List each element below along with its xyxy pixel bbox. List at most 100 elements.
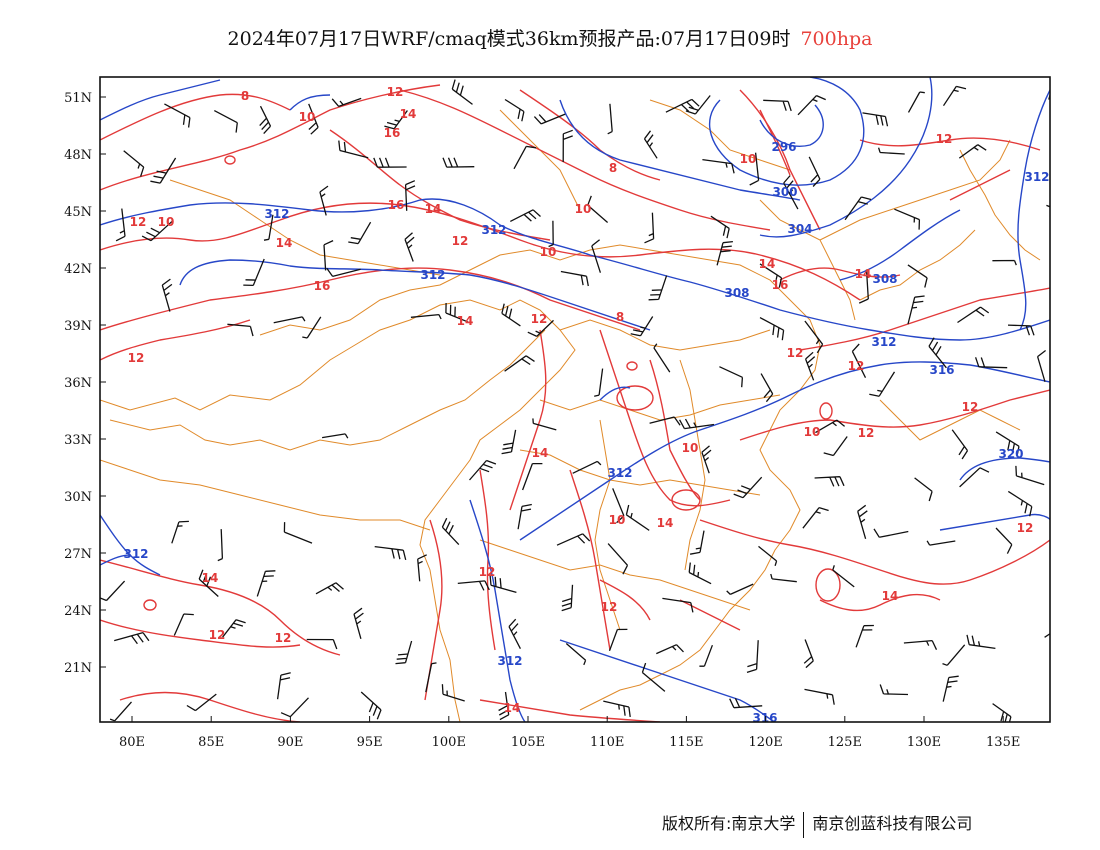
wind-barb (114, 631, 150, 645)
wind-barb (749, 152, 760, 186)
wind-barb (501, 429, 517, 455)
wind-barb (410, 313, 442, 320)
wind-barb (510, 209, 541, 222)
wind-barb (587, 195, 609, 223)
temperature-label: 14 (504, 701, 521, 715)
lon-label: 135E (986, 735, 1020, 750)
wind-barb (451, 79, 473, 105)
lat-label: 51N (64, 91, 92, 106)
wind-barb (572, 460, 602, 474)
wind-barb (802, 506, 829, 529)
temperature-label: 12 (787, 346, 804, 360)
wind-barb (914, 477, 933, 502)
wind-barb (227, 323, 254, 337)
temperature-label: 10 (575, 202, 592, 216)
copyright-company: 南京创蓝科技有限公司 (812, 814, 973, 833)
temperature-label: 10 (299, 110, 316, 124)
wind-barb (186, 693, 217, 712)
wind-barb (562, 129, 573, 163)
lat-label: 21N (64, 661, 92, 676)
wind-barb (331, 97, 362, 108)
wind-barb (844, 196, 872, 221)
wind-barb (719, 366, 744, 388)
wind-barb (665, 98, 700, 113)
wind-barb (1015, 465, 1045, 486)
wind-barb (877, 147, 905, 155)
lat-axis: 51N 48N 45N 42N 39N 36N 33N 30N 27N 24N 21N (64, 91, 106, 676)
wind-barb (992, 703, 1012, 722)
lat-label: 48N (64, 148, 92, 163)
wind-barb (504, 355, 535, 372)
wind-barb (161, 278, 173, 312)
wind-barb (556, 533, 591, 546)
wind-barb (879, 684, 909, 696)
wind-barb (907, 91, 925, 113)
wind-barb (951, 429, 969, 460)
wind-barb (374, 545, 407, 561)
wind-barb (323, 240, 334, 271)
wind-barb (649, 416, 681, 426)
wind-barb (1036, 349, 1046, 382)
lon-label: 115E (669, 735, 703, 750)
wind-barb (217, 529, 224, 562)
lon-label: 105E (511, 735, 545, 750)
wind-barb (565, 643, 587, 666)
footer-separator (803, 811, 805, 838)
wind-barb (926, 540, 956, 546)
wind-barb (348, 221, 372, 245)
temperature-label: 12 (128, 351, 145, 365)
wind-barb (501, 303, 521, 327)
temperature-label: 14 (276, 236, 293, 250)
wind-barb (513, 145, 537, 170)
temperature-label: 12 (858, 426, 875, 440)
temperature-contours (100, 84, 1050, 722)
title-main: 2024年07月17日WRF/cmaq模式36km预报产品:07月17日09时 (227, 28, 791, 50)
wind-barb (746, 640, 759, 674)
wind-barb (995, 527, 1013, 554)
wind-barb (832, 565, 855, 588)
temperature-label: 8 (616, 310, 624, 324)
wind-barb (689, 530, 705, 555)
copyright-footer: 版权所有:南京大学 南京创蓝科技有限公司 (662, 810, 972, 838)
lon-label: 120E (748, 735, 782, 750)
wind-barb (716, 240, 733, 266)
copyright-owner: 版权所有:南京大学 (662, 814, 796, 833)
wind-barb (404, 180, 416, 211)
wind-barbs (100, 79, 1072, 722)
wind-barb (283, 522, 313, 544)
wind-barb (591, 239, 602, 273)
wind-barb (469, 459, 497, 481)
wind-barb (733, 476, 763, 499)
lat-label: 39N (64, 319, 92, 334)
temperature-label: 12 (387, 85, 404, 99)
wind-barb (123, 150, 145, 177)
temperature-label: 12 (936, 132, 953, 146)
wind-barb (957, 306, 990, 324)
temperature-label: 10 (682, 441, 699, 455)
wind-barb (521, 462, 543, 491)
wind-barb (1056, 537, 1072, 563)
wind-barb (928, 337, 947, 369)
temperature-label: 10 (740, 152, 757, 166)
wind-barb (489, 575, 517, 594)
temperature-label: 12 (601, 600, 618, 614)
height-label: 300 (772, 185, 797, 199)
height-contours (100, 77, 1050, 722)
temperature-label: 12 (479, 565, 496, 579)
wind-barb (302, 316, 322, 339)
temperature-label: 10 (540, 245, 557, 259)
wind-barb (942, 644, 966, 666)
temperature-label: 14 (657, 516, 674, 530)
wind-barb (701, 445, 712, 474)
wind-barb (457, 580, 490, 591)
wind-barb (873, 528, 909, 538)
height-label: 312 (420, 268, 445, 282)
lon-label: 130E (907, 735, 941, 750)
wind-barb (441, 517, 460, 546)
wind-barb (907, 264, 928, 288)
temperature-label: 14 (425, 202, 442, 216)
wind-barb (417, 554, 427, 582)
wind-barb (662, 597, 694, 613)
temperature-label: 10 (804, 425, 821, 439)
wind-barb (862, 112, 889, 127)
